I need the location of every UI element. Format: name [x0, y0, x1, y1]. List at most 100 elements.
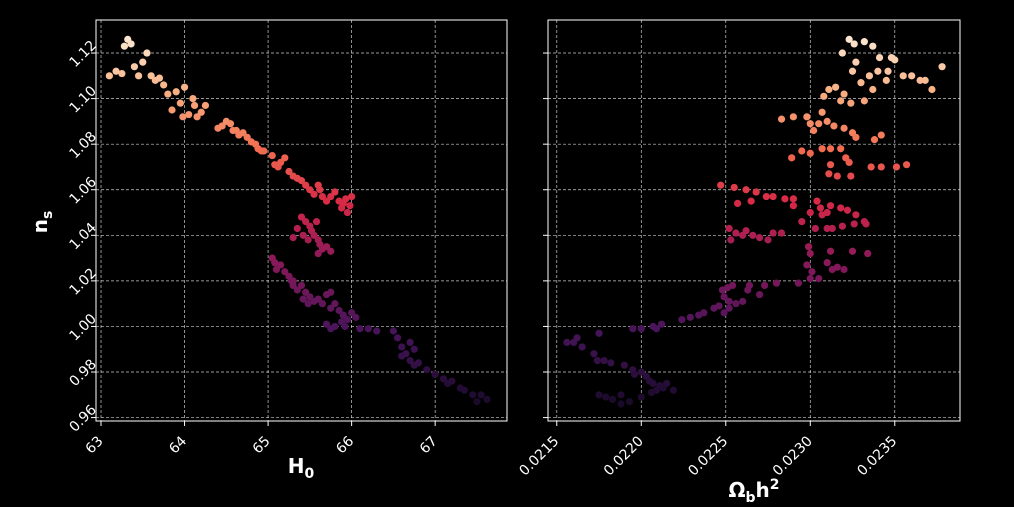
scatter-point — [921, 76, 929, 84]
scatter-point — [739, 297, 747, 305]
scatter-point — [908, 72, 916, 80]
scatter-point — [755, 290, 764, 299]
scatter-point — [473, 398, 481, 406]
scatter-point — [720, 293, 728, 301]
scatter-point — [823, 224, 831, 233]
scatter-point — [302, 181, 310, 189]
scatter-point — [891, 56, 899, 64]
scatter-point — [410, 345, 418, 353]
scatter-point — [772, 279, 781, 287]
scatter-point — [874, 67, 882, 75]
scatter-point — [310, 190, 318, 198]
x-tick-label: 65 — [250, 433, 274, 457]
scatter-point — [281, 154, 289, 162]
scatter-point — [127, 40, 135, 48]
scatter-point — [902, 161, 911, 169]
y-tick-label: 1.02 — [66, 265, 99, 298]
scatter-point — [810, 126, 818, 135]
scatter-point — [268, 151, 276, 160]
scatter-point — [852, 133, 860, 141]
scatter-point — [884, 67, 892, 75]
scatter-point — [322, 320, 331, 328]
scatter-point — [331, 300, 339, 308]
scatter-point — [318, 300, 326, 308]
scatter-point — [870, 136, 879, 144]
scatter-point — [310, 231, 318, 239]
scatter-point — [718, 286, 726, 294]
scatter-point — [637, 393, 645, 401]
scatter-point — [840, 124, 848, 132]
scatter-point — [725, 304, 733, 312]
scatter-point — [630, 370, 639, 378]
scatter-point — [916, 76, 924, 84]
scatter-point — [764, 236, 772, 244]
y-tick-label: 1.08 — [66, 129, 99, 162]
scatter-point — [678, 316, 686, 324]
scatter-point — [657, 320, 666, 328]
scatter-point — [669, 386, 677, 394]
right-panel-points — [563, 35, 946, 408]
scatter-point — [838, 222, 846, 230]
scatter-point — [201, 101, 210, 110]
scatter-point — [862, 220, 870, 228]
scatter-point — [469, 391, 477, 399]
scatter-point — [139, 58, 147, 66]
scatter-point — [732, 229, 740, 237]
scatter-point — [813, 197, 821, 205]
scatter-point — [277, 158, 285, 167]
scatter-point — [860, 38, 868, 46]
y-tick-label: 1.10 — [66, 83, 99, 116]
scatter-point — [272, 265, 281, 274]
scatter-point — [189, 95, 197, 103]
scatter-point — [798, 147, 806, 155]
scatter-point — [837, 145, 845, 153]
scatter-point — [652, 325, 661, 333]
scatter-point — [777, 115, 786, 123]
left-panel-h0-vs-ns: 63 64 65 66 67 0.96 0.98 1.00 1.02 1.04 1.06 1.08 1.… — [28, 19, 508, 482]
scatter-point — [869, 85, 877, 94]
scatter-point — [302, 288, 310, 296]
scatter-point — [477, 391, 485, 399]
scatter-point — [848, 247, 857, 255]
left-panel-frame — [95, 19, 508, 422]
scatter-point — [112, 67, 120, 75]
scatter-point — [190, 101, 199, 110]
scatter-point — [304, 236, 312, 244]
scatter-point — [867, 163, 875, 171]
right-panel-omegab-vs-ns: 0.0215 0.0220 0.0225 0.0230 0.0235 Ωbh2 — [516, 19, 961, 506]
scatter-point — [448, 377, 456, 385]
y-tick-label: 1.06 — [66, 174, 99, 207]
scatter-point — [637, 325, 645, 333]
scatter-point — [414, 359, 423, 367]
scatter-point — [659, 384, 667, 392]
scatter-point — [808, 268, 816, 276]
scatter-point — [600, 357, 608, 365]
scatter-point — [602, 393, 610, 401]
x-tick-label: 63 — [83, 433, 107, 457]
scatter-point — [322, 243, 331, 251]
scatter-point — [342, 195, 350, 203]
scatter-point — [781, 195, 789, 203]
scatter-point — [393, 334, 402, 342]
scatter-point — [789, 202, 797, 210]
scatter-point — [406, 338, 414, 346]
scatter-point — [180, 83, 189, 91]
scatter-point — [823, 117, 831, 125]
scatter-point — [460, 386, 468, 394]
scatter-point — [625, 398, 634, 406]
scatter-point — [172, 88, 180, 96]
y-tick-label: 0.98 — [66, 357, 99, 390]
scatter-point — [727, 236, 735, 244]
scatter-point — [762, 192, 770, 201]
scatter-point — [875, 53, 884, 62]
scatter-point — [815, 274, 823, 283]
scatter-point — [277, 261, 285, 269]
scatter-point — [806, 149, 814, 157]
scatter-point — [832, 83, 840, 91]
scatter-point — [850, 40, 858, 48]
scatter-point — [339, 311, 347, 319]
scatter-point — [730, 183, 738, 192]
scatter-point — [147, 72, 155, 80]
scatter-point — [837, 97, 845, 105]
scatter-point — [840, 265, 848, 274]
